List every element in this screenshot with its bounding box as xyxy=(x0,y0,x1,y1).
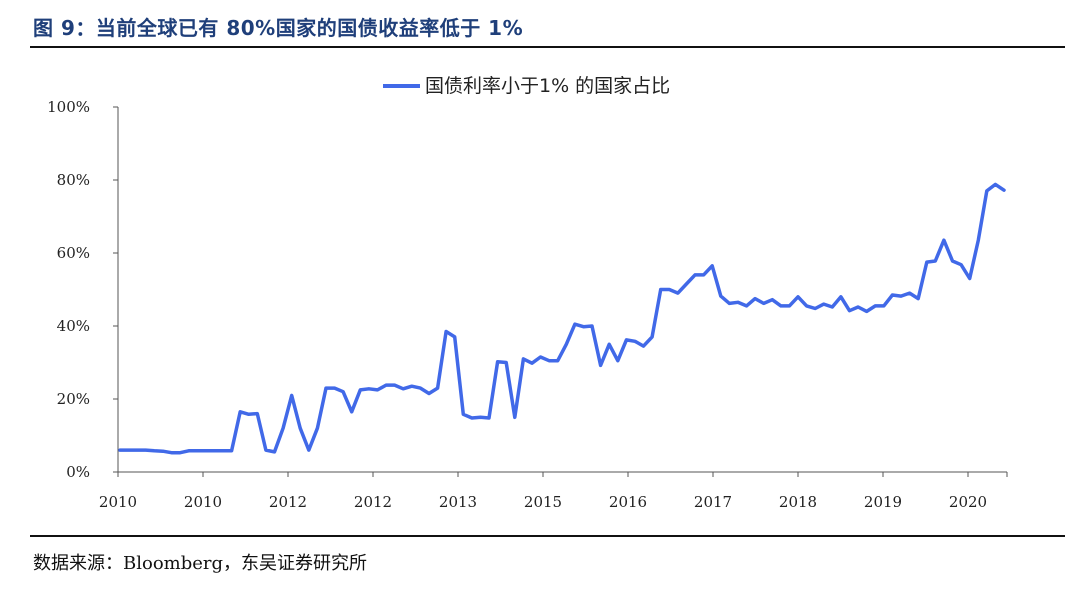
axes xyxy=(117,107,1007,473)
legend: 国债利率小于1% 的国家占比 xyxy=(383,75,670,97)
y-tick-label: 80% xyxy=(57,171,90,189)
x-tick-label: 2019 xyxy=(864,493,902,511)
y-tick-label: 40% xyxy=(57,317,90,335)
y-tick-label: 60% xyxy=(57,244,90,262)
x-tick-label: 2020 xyxy=(949,493,987,511)
x-tick-label: 2012 xyxy=(269,493,307,511)
series-line xyxy=(118,182,1006,455)
x-tick-label: 2010 xyxy=(184,493,222,511)
x-tick-label: 2013 xyxy=(439,493,477,511)
y-tick-label: 0% xyxy=(66,463,90,481)
x-tick-label: 2017 xyxy=(694,493,732,511)
x-tick-label: 2016 xyxy=(609,493,647,511)
x-tick-label: 2015 xyxy=(524,493,562,511)
y-tick-label: 20% xyxy=(57,390,90,408)
x-tick-label: 2012 xyxy=(354,493,392,511)
top-rule xyxy=(30,46,1065,48)
x-axis-ticks: 2010 2010 2012 2012 2013 2015 2016 2017 2018 2019… xyxy=(99,472,1008,511)
series-group xyxy=(118,182,1006,455)
y-tick-label: 100% xyxy=(47,98,90,116)
bottom-rule xyxy=(30,535,1065,537)
x-tick-label: 2018 xyxy=(779,493,817,511)
y-axis-ticks: 0% 20% 40% 60% 80% 100% xyxy=(47,98,118,481)
legend-label: 国债利率小于1% 的国家占比 xyxy=(425,75,670,97)
figure-title: 图 9：当前全球已有 80%国家的国债收益率低于 1% xyxy=(33,16,524,40)
source-note: 数据来源：Bloomberg，东吴证券研究所 xyxy=(33,553,368,574)
x-tick-label: 2010 xyxy=(99,493,137,511)
